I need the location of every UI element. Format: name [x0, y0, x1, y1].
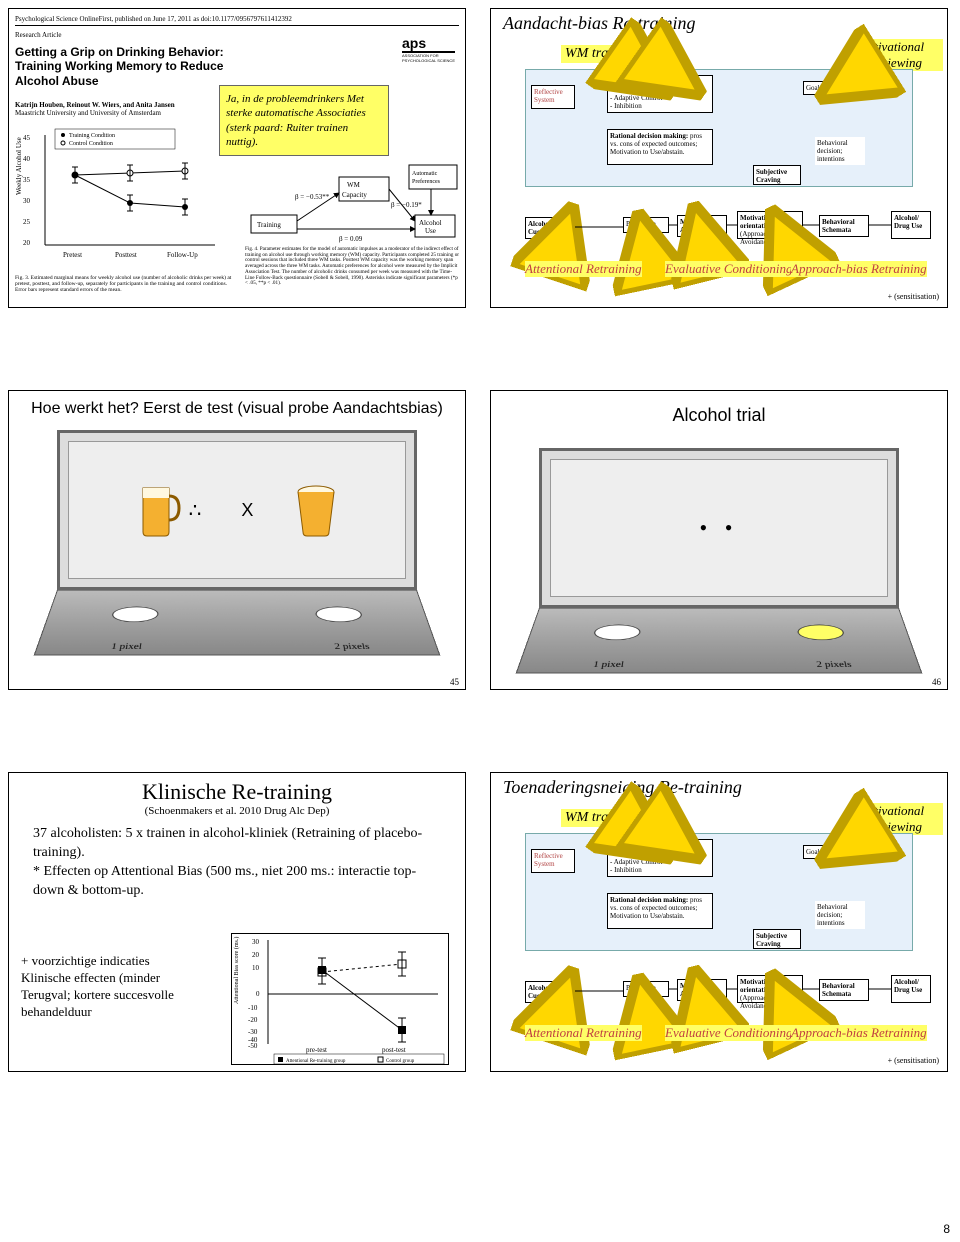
svg-text:35: 35: [23, 176, 31, 184]
svg-text:40: 40: [23, 155, 31, 163]
slide5-note: + voorzichtige indicaties Klinische effe…: [21, 953, 201, 1021]
article-header: Psychological Science OnlineFirst, publi…: [15, 15, 459, 26]
svg-text:Attentional Re-training group: Attentional Re-training group: [286, 1059, 346, 1064]
slide-laptop-1: Hoe werkt het? Eerst de test (visual pro…: [8, 390, 466, 690]
slide3-num: 45: [450, 677, 459, 687]
beer-right: [293, 482, 339, 538]
l1: 1 pixel: [110, 643, 142, 652]
svg-text:Training Condition: Training Condition: [69, 133, 115, 139]
svg-text:post-test: post-test: [382, 1046, 406, 1054]
slide-diagram-1: Aandacht-bias Re-training WM training Mo…: [490, 8, 948, 308]
l1b: 1 pixel: [592, 661, 624, 670]
beer-left: ∴: [135, 482, 202, 538]
svg-text:-50: -50: [248, 1042, 258, 1050]
slide5-body: 37 alcoholisten: 5 x trainen in alcohol-…: [9, 817, 465, 909]
svg-text:β = 0.09: β = 0.09: [339, 235, 363, 243]
svg-text:30: 30: [23, 197, 31, 205]
dots: • •: [700, 515, 739, 541]
fig3-chart: 45 40 35 30 25 20 Pretest Posttest Follo…: [15, 125, 225, 275]
slide-laptop-2: Alcohol trial • • 1 pixel 2 pixels 46: [490, 390, 948, 690]
slide5-title: Klinische Re-training: [9, 773, 465, 805]
eval-cond-label-2: Evaluative Conditioning: [665, 1025, 792, 1041]
laptop-left: ∴ X 1 pixel 2 pixels: [57, 430, 417, 680]
svg-text:-10: -10: [248, 1004, 258, 1012]
callout-box: Ja, in de probleemdrinkers Met sterke au…: [219, 85, 389, 156]
svg-text:-30: -30: [248, 1028, 258, 1036]
slide4-title: Alcohol trial: [491, 391, 947, 426]
l2b: 2 pixels: [816, 661, 853, 670]
svg-text:45: 45: [23, 134, 31, 142]
svg-text:25: 25: [23, 218, 31, 226]
svg-text:30: 30: [252, 938, 260, 946]
x-mark: X: [241, 500, 253, 521]
svg-text:Automatic: Automatic: [412, 171, 438, 177]
svg-text:10: 10: [252, 964, 260, 972]
svg-text:β = −0.53**: β = −0.53**: [295, 193, 330, 201]
att-retrain-label: Attentional Retraining: [525, 261, 642, 277]
ab-chart: 30 20 10 0 -10 -20 -30 -40 -50 pre-test …: [231, 933, 449, 1065]
svg-text:20: 20: [23, 239, 31, 247]
svg-text:β = −0.19*: β = −0.19*: [391, 201, 422, 209]
article-title: Getting a Grip on Drinking Behavior: Tra…: [15, 45, 235, 88]
fig3-caption: Fig. 3. Estimated marginal means for wee…: [15, 275, 235, 293]
page-number: 8: [943, 1222, 950, 1236]
fig4-diagram: Training WM Capacity AutomaticPreferences…: [249, 159, 459, 249]
svg-text:pre-test: pre-test: [306, 1046, 327, 1054]
svg-text:Use: Use: [425, 227, 436, 235]
appbias-label-2: Approach-bias Retraining: [791, 1025, 927, 1041]
slide-article: Psychological Science OnlineFirst, publi…: [8, 8, 466, 308]
svg-text:-20: -20: [248, 1016, 258, 1024]
svg-text:Training: Training: [257, 221, 281, 229]
svg-text:Alcohol: Alcohol: [419, 219, 442, 227]
slide4-num: 46: [932, 677, 941, 687]
svg-text:20: 20: [252, 951, 260, 959]
svg-text:Control Condition: Control Condition: [69, 141, 113, 147]
svg-text:Follow-Up: Follow-Up: [167, 251, 198, 259]
svg-text:Capacity: Capacity: [342, 191, 367, 199]
svg-text:0: 0: [256, 990, 260, 998]
aps-logo: apsASSOCIATION FORPSYCHOLOGICAL SCIENCE: [402, 35, 455, 63]
slide-klinische: Klinische Re-training (Schoenmakers et a…: [8, 772, 466, 1072]
svg-text:Posttest: Posttest: [115, 251, 137, 259]
slide3-title: Hoe werkt het? Eerst de test (visual pro…: [9, 391, 465, 418]
fig4-caption: Fig. 4. Parameter estimates for the mode…: [245, 247, 461, 287]
appbias-label: Approach-bias Retraining: [791, 261, 927, 277]
research-label: Research Article: [15, 31, 61, 39]
authors: Katrijn Houben, Reinout W. Wiers, and An…: [15, 101, 175, 117]
l2: 2 pixels: [334, 643, 371, 652]
laptop-right: • • 1 pixel 2 pixels: [539, 448, 899, 698]
att-retrain-label-2: Attentional Retraining: [525, 1025, 642, 1041]
slide-diagram-2: Toenaderingsneiging Re-training WM train…: [490, 772, 948, 1072]
svg-text:Weekly Alcohol Use: Weekly Alcohol Use: [15, 137, 23, 195]
svg-text:Control group: Control group: [386, 1059, 415, 1064]
svg-text:Pretest: Pretest: [63, 251, 82, 259]
svg-text:Attentional Bias score (ms.): Attentional Bias score (ms.): [233, 937, 240, 1004]
eval-cond-label: Evaluative Conditioning: [665, 261, 792, 277]
svg-text:WM: WM: [347, 181, 361, 189]
slide5-sub: (Schoenmakers et al. 2010 Drug Alc Dep): [9, 805, 465, 817]
svg-text:Preferences: Preferences: [412, 178, 441, 185]
